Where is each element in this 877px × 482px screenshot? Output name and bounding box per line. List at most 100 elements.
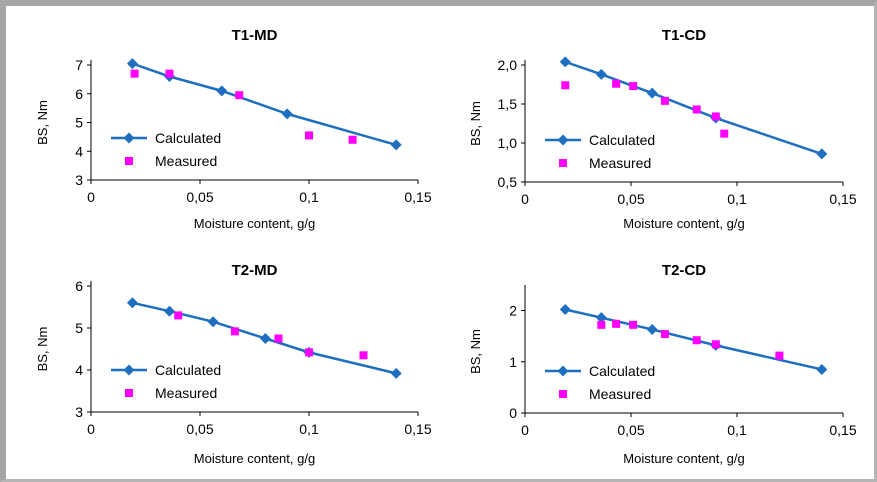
legend-calculated-label: Calculated xyxy=(155,130,221,146)
measured-point xyxy=(235,91,244,100)
measured-point xyxy=(775,351,784,360)
x-tick-label: 0,1 xyxy=(299,421,319,437)
measured-point xyxy=(305,348,313,357)
measured-point xyxy=(612,319,621,328)
y-tick-label: 0,5 xyxy=(498,174,518,190)
chart-panel-3: T2-MD 3 4 5 6 0 0,05 0,1 0,15 Moisture content, g… xyxy=(35,262,432,466)
measured-point xyxy=(305,131,313,140)
calculated-point xyxy=(126,297,138,309)
measured-point xyxy=(720,129,729,138)
measured-point xyxy=(629,320,638,329)
calculated-point xyxy=(816,363,828,375)
y-tick-label: 0 xyxy=(509,405,517,421)
measured-point xyxy=(174,311,183,320)
measured-point xyxy=(561,81,570,90)
legend-measured-label: Measured xyxy=(155,385,217,401)
x-tick-label: 0,15 xyxy=(829,191,856,207)
calculated-point xyxy=(207,316,219,328)
x-tick-label: 0,15 xyxy=(404,189,431,205)
calculated-point xyxy=(216,85,228,97)
y-tick-label: 1,0 xyxy=(498,135,518,151)
calculated-point xyxy=(126,58,138,70)
legend-calculated-marker xyxy=(557,134,569,146)
legend-measured-marker xyxy=(559,159,567,167)
y-tick-label: 2,0 xyxy=(498,57,518,73)
calculated-point xyxy=(559,56,571,68)
legend-calculated-marker xyxy=(557,365,569,377)
legend-calculated-marker xyxy=(123,364,135,376)
calculated-point xyxy=(163,305,175,317)
chart-title: T1-CD xyxy=(662,27,706,44)
y-tick-label: 7 xyxy=(75,57,83,73)
calculated-point xyxy=(390,367,402,379)
x-axis-label: Moisture content, g/g xyxy=(194,216,315,231)
chart-panel-1: T1-MD 3 4 5 6 7 0 0,05 0,1 0,15 Moisture content, … xyxy=(35,27,432,231)
measured-point xyxy=(711,112,720,121)
x-tick-label: 0,1 xyxy=(727,191,747,207)
x-tick-label: 0,05 xyxy=(617,191,644,207)
x-tick-label: 0 xyxy=(521,422,529,438)
x-axis-label: Moisture content, g/g xyxy=(623,451,744,466)
chart-panel-2: T1-CD 0,5 1,0 1,5 2,0 0 0,05 0,1 0,15 Moisture co… xyxy=(468,27,857,231)
calculated-point xyxy=(281,108,293,120)
y-tick-label: 1 xyxy=(509,354,517,370)
x-tick-label: 0,1 xyxy=(727,422,747,438)
y-tick-label: 1,5 xyxy=(498,96,518,112)
chart-title: T2-MD xyxy=(232,262,278,279)
chart-title: T2-CD xyxy=(662,262,706,279)
legend: Calculated Measured xyxy=(111,362,221,401)
y-tick-label: 6 xyxy=(75,278,83,294)
x-tick-label: 0,05 xyxy=(186,421,213,437)
x-tick-label: 0 xyxy=(521,191,529,207)
legend-measured-marker xyxy=(125,157,133,165)
y-tick-label: 5 xyxy=(75,115,83,131)
calculated-point xyxy=(595,312,607,324)
legend-calculated-label: Calculated xyxy=(155,362,221,378)
measured-point xyxy=(660,96,669,105)
legend-calculated-label: Calculated xyxy=(589,132,655,148)
y-axis-label: BS, Nm xyxy=(468,101,483,146)
measured-point xyxy=(612,79,621,88)
measured-point xyxy=(130,69,139,78)
y-tick-label: 4 xyxy=(75,362,83,378)
measured-point xyxy=(629,82,638,91)
x-tick-label: 0,15 xyxy=(404,421,431,437)
measured-point xyxy=(692,105,701,114)
calculated-point xyxy=(390,139,402,151)
y-tick-label: 3 xyxy=(75,404,83,420)
measured-point xyxy=(692,336,701,345)
measured-point xyxy=(274,334,283,343)
legend: Calculated Measured xyxy=(111,130,221,169)
calculated-point xyxy=(259,333,271,344)
measured-point xyxy=(711,340,720,349)
y-tick-label: 3 xyxy=(75,172,83,188)
x-tick-label: 0,05 xyxy=(186,189,213,205)
x-tick-label: 0 xyxy=(87,421,95,437)
measured-point xyxy=(348,135,357,144)
y-axis-label: BS, Nm xyxy=(35,100,50,145)
legend-measured-marker xyxy=(559,390,567,398)
calculated-series-line xyxy=(132,301,397,375)
calculated-point xyxy=(559,303,571,315)
calculated-point xyxy=(646,323,658,335)
x-axis-label: Moisture content, g/g xyxy=(194,451,315,466)
legend: Calculated Measured xyxy=(545,363,655,402)
y-tick-label: 6 xyxy=(75,86,83,102)
measured-point xyxy=(165,69,174,78)
y-axis-label: BS, Nm xyxy=(35,327,50,372)
legend: Calculated Measured xyxy=(545,132,655,171)
legend-measured-label: Measured xyxy=(155,153,217,169)
measured-point xyxy=(230,327,239,336)
y-tick-label: 4 xyxy=(75,143,83,159)
legend-measured-label: Measured xyxy=(589,386,651,402)
y-axis-label: BS, Nm xyxy=(468,329,483,374)
measured-point xyxy=(660,330,669,339)
calculated-point xyxy=(646,87,658,99)
legend-calculated-label: Calculated xyxy=(589,363,655,379)
calculated-point xyxy=(816,148,828,160)
x-axis-label: Moisture content, g/g xyxy=(623,216,744,231)
legend-calculated-marker xyxy=(123,132,135,144)
calculated-point xyxy=(595,68,607,80)
